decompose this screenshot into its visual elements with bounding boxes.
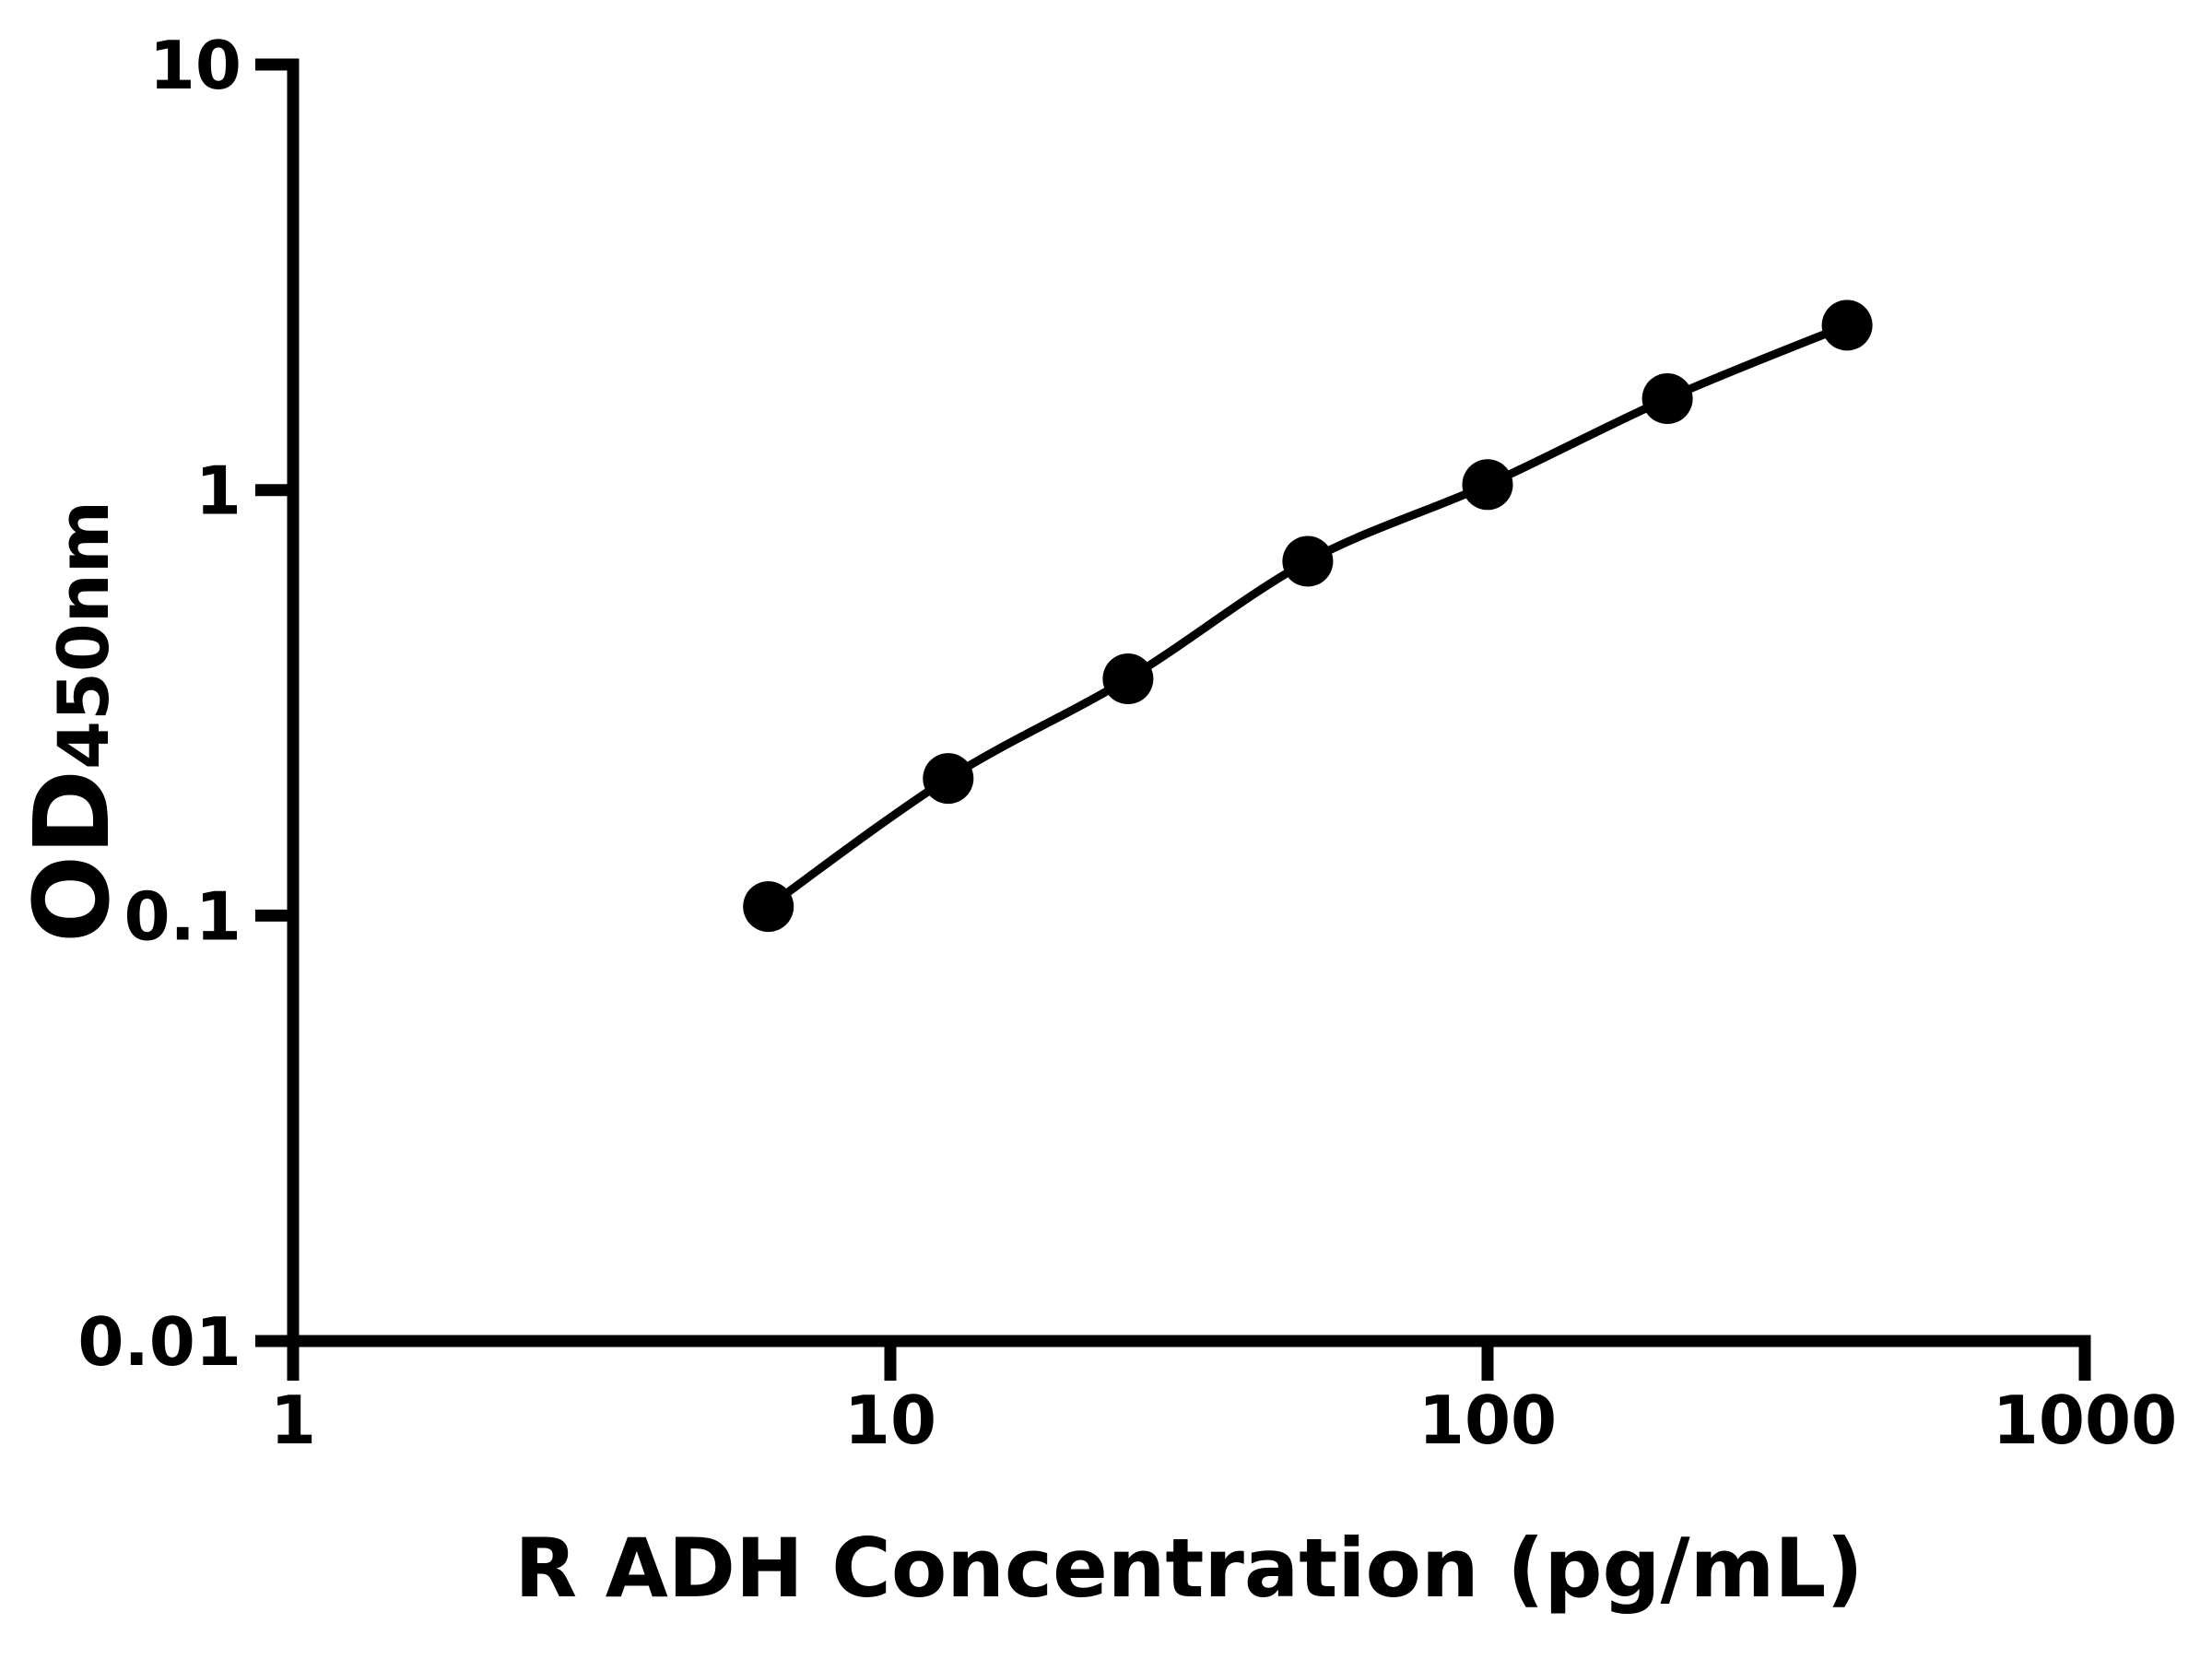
tick-labels: 10 1 0.1 0.01 1 10 100 1000 [77, 27, 2177, 1459]
x-tick-label: 100 [1418, 1382, 1557, 1459]
data-point [1102, 653, 1154, 704]
y-axis-title: OD450nm [13, 500, 133, 943]
x-tick-label: 1 [270, 1382, 316, 1459]
data-point [1821, 300, 1873, 351]
data-point [1641, 373, 1693, 424]
x-tick-label: 1000 [1993, 1382, 2177, 1459]
y-axis-title-main: OD [13, 770, 133, 943]
y-tick-label: 0.01 [77, 1303, 241, 1381]
y-axis-title-sub: 450nm [42, 500, 124, 770]
y-tick-label: 10 [149, 27, 241, 104]
y-tick-label: 0.1 [124, 877, 241, 955]
data-point [1282, 535, 1334, 587]
y-tick-label: 1 [195, 453, 241, 530]
data-point [1462, 459, 1513, 511]
data-point [923, 753, 974, 805]
x-tick-label: 10 [844, 1382, 936, 1459]
data-point [743, 881, 794, 933]
x-axis-title: R ADH Concentration (pg/mL) [514, 1521, 1863, 1616]
series-group [743, 300, 1873, 933]
axes [255, 58, 2091, 1381]
